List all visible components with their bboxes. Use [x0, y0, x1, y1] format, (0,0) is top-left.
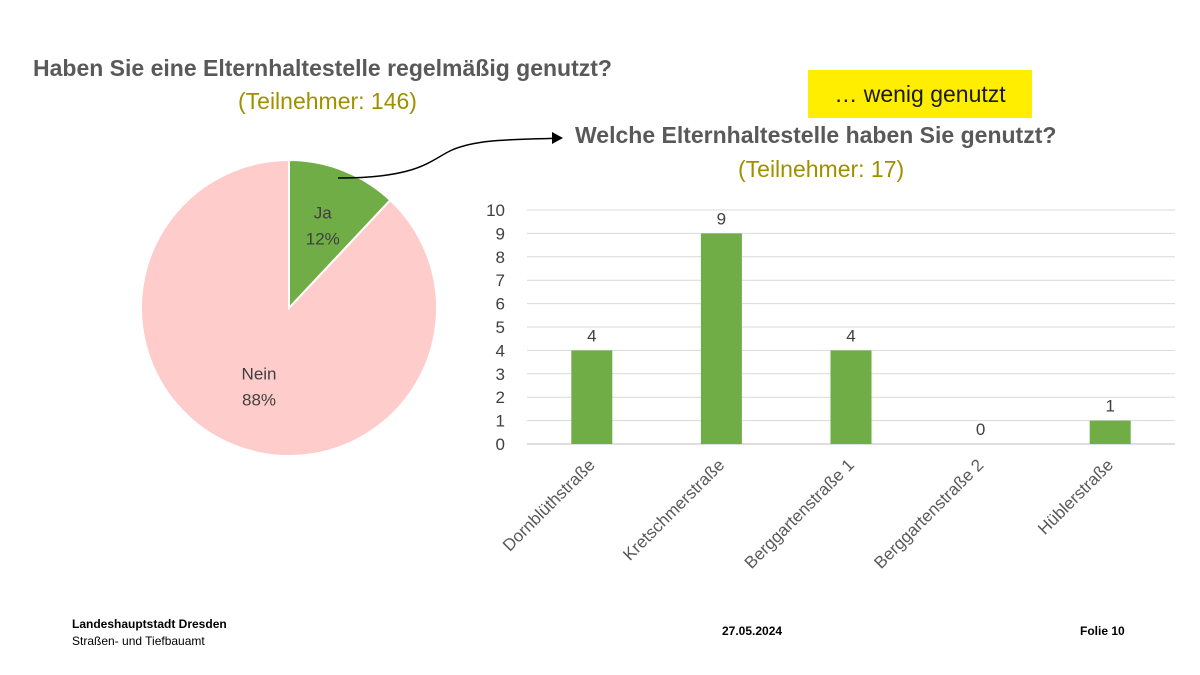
x-category-label: Hüblerstraße [1034, 455, 1117, 538]
x-category-label: Dornblüthstraße [499, 455, 599, 555]
bar [700, 233, 742, 444]
pie-chart-title: Haben Sie eine Elternhaltestelle regelmä… [33, 55, 612, 81]
x-category-label: Berggartenstraße 2 [870, 455, 987, 572]
y-tick-label: 7 [496, 271, 505, 290]
x-category-label: Kretschmerstraße [619, 455, 728, 564]
x-category-label: Berggartenstraße 1 [741, 455, 858, 572]
pie-label-nein: Nein [242, 365, 277, 384]
bar-data-label: 1 [1105, 397, 1114, 416]
footer-organization: Landeshauptstadt Dresden [72, 617, 227, 631]
footer-department: Straßen- und Tiefbauamt [72, 634, 205, 648]
bar [571, 350, 613, 444]
bar-data-label: 4 [846, 326, 855, 345]
footer-date: 27.05.2024 [722, 624, 783, 638]
y-tick-label: 3 [496, 365, 505, 384]
y-tick-label: 9 [496, 224, 505, 243]
bar [1089, 420, 1131, 444]
bar [830, 350, 872, 444]
y-tick-label: 5 [496, 318, 505, 337]
y-tick-label: 2 [496, 388, 505, 407]
y-tick-label: 4 [496, 341, 505, 360]
y-tick-label: 1 [496, 412, 505, 431]
y-tick-label: 8 [496, 248, 505, 267]
connector-arrowhead [552, 132, 563, 144]
highlight-box: … wenig genutzt [808, 70, 1032, 118]
pie-slice-ja [288, 158, 392, 311]
connector-arrow [337, 137, 561, 179]
footer-slide-number: Folie 10 [1080, 624, 1125, 638]
highlight-text: … wenig genutzt [834, 80, 1006, 107]
y-tick-label: 6 [496, 295, 505, 314]
pie-percent-nein: 88% [242, 391, 276, 410]
bar-chart-title: Welche Elternhaltestelle haben Sie genut… [575, 122, 1057, 148]
bar-data-label: 0 [976, 420, 985, 439]
bar-chart-subtitle: (Teilnehmer: 17) [738, 156, 905, 182]
pie-label-ja: Ja [314, 204, 333, 223]
bar-data-label: 4 [587, 326, 596, 345]
pie-slice-nein [140, 158, 438, 457]
y-tick-label: 10 [486, 201, 505, 220]
bar-data-label: 9 [717, 209, 726, 228]
y-tick-label: 0 [496, 435, 505, 454]
pie-chart-subtitle: (Teilnehmer: 146) [238, 88, 417, 114]
pie-percent-ja: 12% [306, 230, 340, 249]
